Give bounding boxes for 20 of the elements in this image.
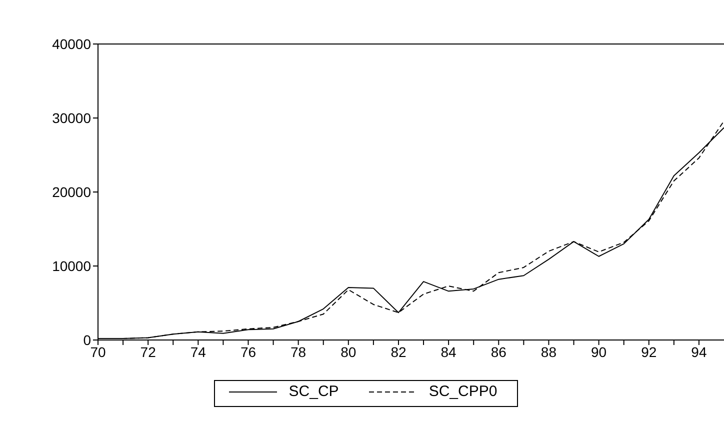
y-tick-label: 10000 [52,258,92,274]
x-tick-label: 72 [140,344,156,360]
x-tick-label: 76 [240,344,256,360]
x-tick-label: 86 [490,344,507,360]
y-tick-label: 40000 [52,36,92,52]
x-tick-label: 70 [90,344,106,360]
x-tick-label: 80 [340,344,356,360]
x-tick-label: 90 [591,344,607,360]
y-tick-label: 30000 [52,110,92,126]
x-tick-label: 92 [641,344,657,360]
y-tick-label: 0 [83,332,92,348]
x-tick-label: 88 [540,344,557,360]
y-tick-label: 20000 [52,184,92,200]
legend-label: SC_CP [288,383,339,400]
x-tick-label: 94 [691,344,707,360]
x-tick-label: 78 [290,344,306,360]
x-tick-label: 74 [190,344,206,360]
legend-label: SC_CPP0 [428,383,498,400]
x-tick-label: 82 [390,344,406,360]
x-tick-label: 84 [440,344,457,360]
